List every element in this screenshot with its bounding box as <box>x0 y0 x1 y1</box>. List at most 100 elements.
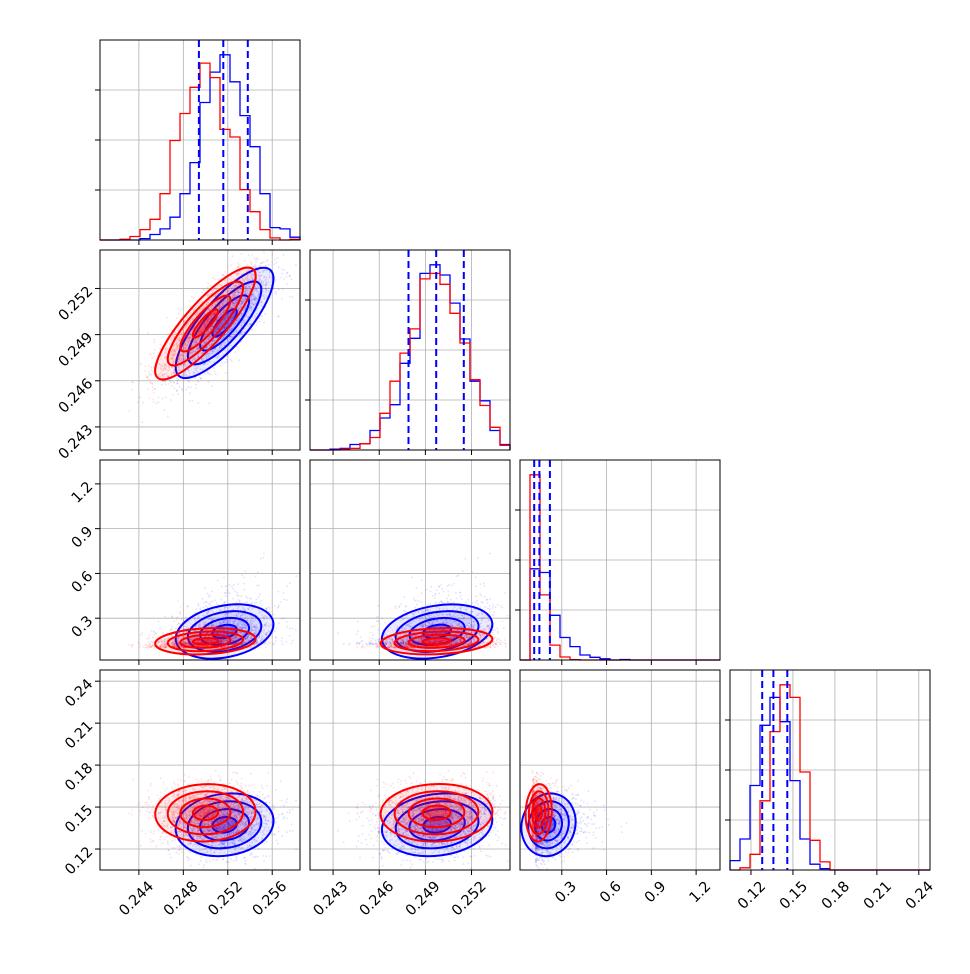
series-a-point <box>255 259 257 261</box>
series-b-point <box>207 283 209 285</box>
series-b-point <box>148 378 150 380</box>
series-b-point <box>180 308 182 310</box>
series-b-point <box>244 260 246 262</box>
series-b-point <box>191 296 193 298</box>
series-a-point <box>285 641 287 643</box>
series-b-point <box>149 381 151 383</box>
series-a-point <box>251 603 253 605</box>
series-a-point <box>256 602 258 604</box>
series-a-point <box>212 277 214 279</box>
series-a-point <box>177 617 179 619</box>
scatter-panel-2-0 <box>95 460 311 667</box>
series-a-point <box>191 400 193 402</box>
series-b-point <box>246 264 248 266</box>
series-b-point <box>180 310 182 312</box>
series-a-point <box>203 607 205 609</box>
series-b-point <box>153 339 155 341</box>
series-b-point <box>148 637 150 639</box>
series-a-point <box>190 387 192 389</box>
series-a-point <box>151 641 153 643</box>
series-b-point <box>222 274 224 276</box>
series-a-point <box>251 329 253 331</box>
series-b-point <box>150 354 152 356</box>
series-a-point <box>275 279 277 281</box>
series-a-point <box>289 635 291 637</box>
series-b-point <box>210 361 212 363</box>
series-a-point <box>215 373 217 375</box>
series-a-point <box>179 611 181 613</box>
series-a-point <box>286 585 288 587</box>
series-a-point <box>286 599 288 601</box>
series-b-point <box>259 280 261 282</box>
series-a-point <box>283 278 285 280</box>
series-b-point <box>252 243 254 245</box>
series-a-point <box>187 605 189 607</box>
series-a-point <box>274 605 276 607</box>
series-a-point <box>239 601 241 603</box>
series-a-point <box>231 360 233 362</box>
series-a-point <box>244 570 246 572</box>
series-a-point <box>179 386 181 388</box>
series-a-point <box>185 617 187 619</box>
series-b-point <box>236 623 238 625</box>
series-a-point <box>221 362 223 364</box>
series-b-point <box>234 322 236 324</box>
series-a-point <box>274 630 276 632</box>
series-a-point <box>268 264 270 266</box>
series-a-point <box>246 601 248 603</box>
series-b-point <box>146 377 148 379</box>
series-a-point <box>225 372 227 374</box>
series-b-point <box>272 253 274 255</box>
series-a-point <box>291 643 293 645</box>
series-b-point <box>213 348 215 350</box>
series-a-point <box>217 604 219 606</box>
series-b-point <box>144 370 146 372</box>
series-a-point <box>234 591 236 593</box>
series-a-point <box>256 324 258 326</box>
series-b-point <box>228 332 230 334</box>
series-a-point <box>162 398 164 400</box>
series-b-point <box>196 371 198 373</box>
series-b-point <box>238 264 240 266</box>
series-a-point <box>224 362 226 364</box>
series-a-point <box>211 591 213 593</box>
series-a-point <box>280 277 282 279</box>
series-b-point <box>259 279 261 281</box>
series-b-point <box>195 374 197 376</box>
series-a-point <box>263 553 265 555</box>
series-b-point <box>249 299 251 301</box>
series-a-point <box>205 605 207 607</box>
series-b-point <box>172 381 174 383</box>
series-a-point <box>176 390 178 392</box>
series-a-point <box>276 262 278 264</box>
series-b-point <box>171 385 173 387</box>
series-b-point <box>165 396 167 398</box>
series-a-point <box>255 261 257 263</box>
series-b-point <box>231 328 233 330</box>
series-a-point <box>189 392 191 394</box>
series-b-point <box>162 381 164 383</box>
series-a-point <box>158 397 160 399</box>
series-b-point <box>195 367 197 369</box>
series-a-point <box>177 382 179 384</box>
series-a-point <box>283 617 285 619</box>
series-b-point <box>263 288 265 290</box>
series-a-point <box>246 597 248 599</box>
series-a-point <box>285 276 287 278</box>
series-a-point <box>211 385 213 387</box>
series-a-point <box>231 586 233 588</box>
series-b-point <box>224 271 226 273</box>
series-a-point <box>282 289 284 291</box>
series-a-point <box>260 558 262 560</box>
series-b-point <box>152 398 154 400</box>
series-a-point <box>261 243 263 245</box>
series-b-point <box>131 389 133 391</box>
series-a-point <box>233 584 235 586</box>
series-b-point <box>132 382 134 384</box>
series-a-point <box>210 604 212 606</box>
series-a-point <box>182 390 184 392</box>
series-b-point <box>252 303 254 305</box>
series-a-point <box>283 592 285 594</box>
series-a-point <box>189 400 191 402</box>
